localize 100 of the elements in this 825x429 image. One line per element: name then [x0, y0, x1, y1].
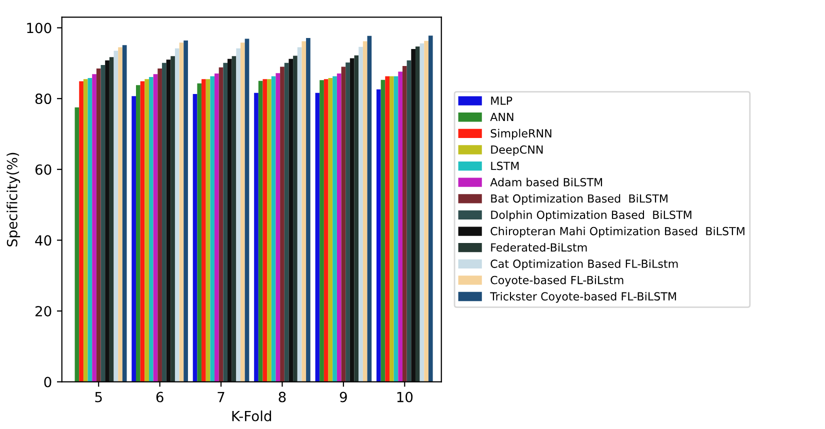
bar — [302, 41, 306, 382]
bar — [228, 58, 232, 382]
bar — [184, 40, 188, 382]
legend-label: LSTM — [491, 162, 519, 170]
bar — [218, 67, 224, 382]
legend-label: SimpleRNN — [490, 128, 552, 140]
bar — [96, 68, 101, 382]
bar — [406, 60, 412, 382]
bar — [332, 76, 337, 382]
y-tick-label: 20 — [35, 306, 52, 316]
bar — [428, 36, 433, 382]
bar — [136, 85, 140, 382]
bar — [367, 36, 372, 382]
bar — [362, 41, 368, 382]
bar — [346, 62, 350, 382]
bar — [244, 38, 250, 382]
legend-label: Adam based BiLSTM — [490, 178, 602, 186]
bar — [402, 66, 407, 382]
y-tick-label: 0 — [44, 376, 52, 388]
legend-label: Trickster Coyote-based FL-BiLSTM — [490, 292, 676, 303]
bar — [214, 73, 219, 382]
bar — [197, 83, 202, 382]
bar — [83, 79, 88, 382]
bar — [411, 49, 416, 382]
bar — [118, 47, 122, 382]
bar — [236, 48, 241, 382]
bar — [192, 94, 198, 382]
bar — [262, 79, 268, 382]
bar — [140, 81, 145, 382]
bar — [148, 76, 154, 382]
y-axis-title: Specificity(%) — [6, 152, 20, 246]
legend-label: ANN — [490, 112, 514, 122]
bar — [254, 92, 258, 382]
bar — [179, 42, 184, 382]
bar — [297, 47, 302, 382]
legend-label: Dolphin Optimization Based BiLSTM — [491, 210, 692, 222]
bar — [79, 81, 84, 382]
legend-label: DeepCNN — [491, 145, 543, 156]
bar — [284, 62, 289, 382]
bar — [132, 96, 136, 382]
bar — [223, 62, 228, 382]
bar — [210, 76, 215, 382]
bar — [166, 60, 171, 382]
bar — [240, 42, 245, 382]
bar — [153, 74, 158, 382]
bar — [324, 79, 328, 382]
bar — [122, 45, 127, 382]
y-tick-label: 80 — [35, 94, 52, 104]
x-axis-title: K-Fold — [232, 410, 272, 422]
y-tick-label: 40 — [35, 235, 52, 246]
legend-label: Federated-BiLstm — [491, 243, 587, 252]
bar — [174, 48, 180, 382]
bar — [162, 62, 166, 382]
x-tick-label: 9 — [340, 392, 347, 402]
bar — [354, 55, 359, 382]
legend-label: Cat Optimization Based FL-BiLstm — [490, 259, 678, 270]
legend-label: Chiropteran Mahi Optimization Based BiLSTM — [490, 226, 744, 238]
bar — [271, 76, 276, 382]
bar — [202, 79, 206, 382]
y-tick-label: 100 — [27, 22, 52, 34]
bar — [267, 79, 272, 382]
bar — [398, 72, 402, 382]
bar — [88, 78, 92, 382]
bar — [158, 68, 162, 382]
bar — [280, 66, 284, 382]
bar — [385, 76, 390, 382]
bar — [380, 80, 386, 382]
y-tick-label: 60 — [35, 164, 52, 175]
bar — [100, 64, 106, 382]
bar — [92, 74, 96, 382]
bar — [293, 56, 298, 382]
bar — [144, 79, 149, 382]
bar — [315, 92, 320, 382]
bar — [276, 73, 280, 382]
bar — [376, 89, 381, 382]
bar — [232, 56, 236, 382]
bar — [415, 46, 420, 382]
x-tick-label: 10 — [397, 392, 413, 402]
legend-label: Bat Optimization Based BiLSTM — [491, 194, 668, 205]
bar — [336, 73, 342, 382]
bar — [328, 78, 333, 382]
bar — [74, 107, 80, 382]
legend-label: Coyote-based FL-BiLstm — [490, 276, 624, 286]
bar — [350, 58, 354, 382]
x-tick-label: 7 — [218, 392, 224, 402]
bar — [320, 80, 324, 382]
bar — [170, 56, 175, 382]
bar — [394, 76, 398, 382]
bar — [420, 43, 424, 382]
bar — [358, 46, 363, 382]
bar — [109, 57, 114, 382]
legend-label: MLP — [491, 96, 512, 105]
bar — [389, 76, 394, 382]
bar — [424, 40, 428, 382]
bar — [206, 79, 210, 382]
bar — [105, 60, 110, 382]
bar — [114, 50, 118, 382]
bar — [288, 58, 294, 382]
x-tick-label: 8 — [278, 392, 286, 402]
x-tick-label: 6 — [156, 392, 164, 402]
